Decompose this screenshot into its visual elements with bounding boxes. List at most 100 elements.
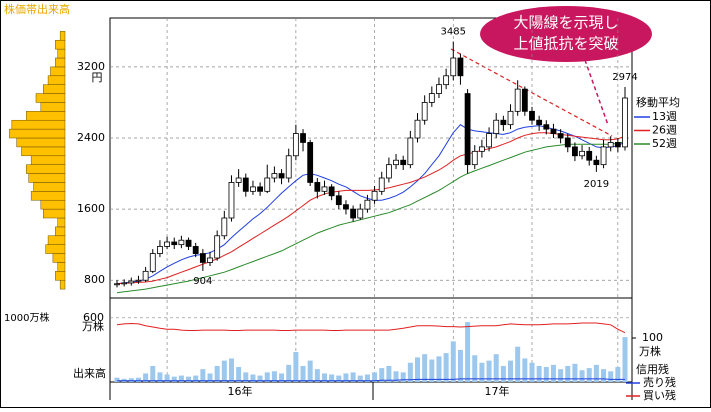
volume-bar [307, 360, 313, 382]
profile-bar [26, 164, 66, 174]
price-annotation: 3485 [441, 27, 466, 38]
volume-bar [579, 370, 585, 382]
legend-title: 移動平均 [636, 95, 680, 109]
y-tick-label: 1600 [77, 202, 105, 215]
profile-bar [55, 226, 66, 237]
candle-body [572, 146, 578, 157]
volume-bar [350, 372, 356, 382]
profile-bar [40, 199, 66, 210]
y-tick-label: 2400 [77, 131, 105, 144]
profile-title: 株価帯出来高 [4, 2, 70, 16]
candle-body [300, 133, 306, 143]
callout-pointer [584, 59, 609, 126]
candle-body [114, 283, 120, 286]
candle-body [199, 253, 206, 263]
volume-bar [615, 367, 621, 382]
candle-body [471, 150, 478, 166]
candle-body [521, 88, 528, 112]
profile-bar [50, 66, 66, 77]
candle-body [586, 150, 593, 161]
candle-body [371, 190, 378, 201]
candle-body [600, 146, 607, 166]
volume-bar [436, 356, 442, 382]
period-label: 17年 [485, 384, 510, 398]
profile-bar [35, 93, 66, 103]
candle-body [207, 257, 213, 263]
volume-bar [321, 373, 327, 382]
candle-body [285, 155, 292, 179]
profile-bar [57, 262, 66, 272]
candle-body [457, 57, 464, 77]
candle-body [178, 239, 185, 246]
volume-bar [407, 362, 413, 382]
profile-bar [30, 191, 66, 201]
volume-bar [214, 365, 220, 382]
candle-body [385, 164, 392, 179]
volume-bar [114, 377, 120, 382]
margin-title: 信用残 [636, 362, 669, 376]
volume-bar [486, 360, 492, 382]
profile-bar [55, 57, 66, 68]
candle-body [271, 173, 278, 179]
profile-bar [28, 173, 66, 183]
volume-bar [236, 367, 242, 382]
candle-body [357, 208, 364, 219]
profile-bar [52, 253, 66, 263]
volume-bar [279, 373, 285, 382]
candle-body [514, 88, 521, 112]
volume-bar [243, 372, 249, 382]
profile-bar [45, 244, 66, 254]
profile-bar [30, 155, 66, 165]
volume-bar [228, 358, 234, 382]
profile-unit: 1000万株 [4, 311, 49, 324]
candle-body [142, 270, 149, 281]
volume-bar [271, 371, 277, 382]
volume-bar [300, 365, 306, 382]
candle-body [550, 128, 557, 134]
volume-bar [529, 362, 535, 382]
candle-body [250, 186, 256, 192]
candle-body [185, 239, 192, 247]
volume-bar [565, 365, 571, 382]
volume-bar [379, 368, 385, 382]
profile-bar [55, 271, 66, 281]
volume-bar [457, 349, 463, 382]
volume-bar [443, 353, 449, 382]
y-tick-label: 3200 [77, 60, 105, 73]
volume-bar [622, 337, 628, 382]
candle-body [157, 246, 163, 254]
candle-body [428, 93, 435, 103]
volume-unit: 万株 [82, 319, 104, 333]
volume-bar [250, 374, 256, 382]
legend-label: 13週 [652, 110, 677, 123]
candle-body [529, 110, 535, 121]
candle-body [557, 133, 564, 139]
candle-body [278, 173, 285, 179]
volume-bar [465, 322, 471, 382]
volume-bar [150, 365, 156, 382]
profile-bar [16, 137, 66, 148]
candle-body [242, 177, 249, 192]
volume-title: 出来高 [73, 366, 106, 380]
profile-bar [33, 182, 66, 192]
volume-bar [415, 357, 421, 382]
candle-body [235, 177, 242, 183]
callout-text: 大陽線を示現し [513, 14, 618, 32]
candle-body [622, 97, 628, 148]
volume-bar [293, 352, 299, 382]
volume-bar [393, 371, 399, 382]
resistance-line [450, 48, 613, 137]
y-tick-label: 800 [84, 273, 105, 286]
candle-body [328, 186, 335, 197]
profile-bar [57, 48, 66, 59]
callout-text: 上値抵抗を突破 [513, 35, 618, 53]
volume-bar [472, 355, 478, 382]
candle-body [579, 150, 585, 157]
volume-bar [536, 365, 542, 382]
volume-bar [135, 377, 141, 382]
candle-body [479, 146, 485, 152]
volume-bar [128, 378, 134, 382]
volume-bar [314, 369, 320, 382]
volume-bar [429, 359, 435, 382]
